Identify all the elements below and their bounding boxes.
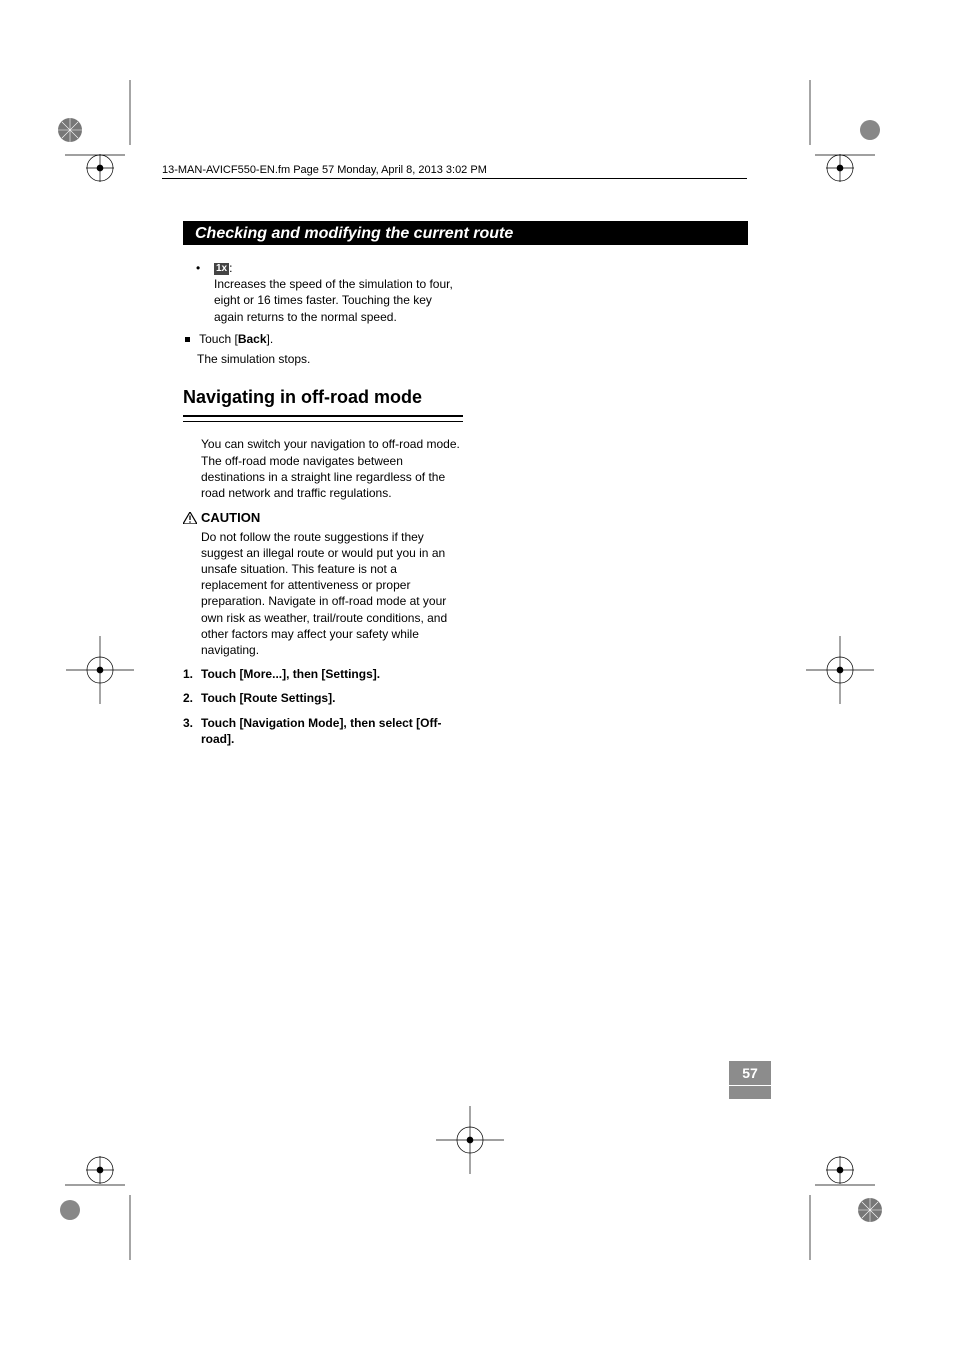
colon: : [229, 261, 232, 275]
caution-label: CAUTION [201, 509, 260, 527]
back-bold: Back [238, 332, 267, 346]
step-1: 1. Touch [More...], then [Settings]. [183, 666, 463, 682]
section-intro: You can switch your navigation to off-ro… [201, 436, 463, 501]
step-text-1: Touch [More...], then [Settings]. [201, 666, 380, 682]
content-column: • 1x: Increases the speed of the simulat… [183, 260, 463, 747]
back-after: The simulation stops. [197, 351, 463, 367]
section-rule [183, 415, 463, 422]
page-number-tab [729, 1086, 771, 1099]
step-num-1: 1. [183, 666, 201, 682]
speed-bullet-item: • 1x: Increases the speed of the simulat… [183, 260, 463, 325]
back-suffix: ]. [267, 332, 274, 346]
warning-triangle-icon [183, 512, 197, 524]
crop-marks-layer [0, 0, 954, 1350]
step-text-2: Touch [Route Settings]. [201, 690, 335, 706]
section-heading: Navigating in off-road mode [183, 385, 463, 409]
step-2: 2. Touch [Route Settings]. [183, 690, 463, 706]
speed-bullet-text: Increases the speed of the simulation to… [214, 277, 453, 323]
square-bullet-icon [185, 337, 190, 342]
step-text-3: Touch [Navigation Mode], then select [Of… [201, 715, 463, 747]
page-number: 57 [729, 1061, 771, 1085]
back-prefix: Touch [ [199, 332, 238, 346]
step-num-3: 3. [183, 715, 201, 747]
caution-text: Do not follow the route suggestions if t… [201, 529, 463, 659]
chapter-title-bar: Checking and modifying the current route [183, 221, 748, 245]
back-bullet-item: Touch [Back]. The simulation stops. [183, 331, 463, 367]
caution-row: CAUTION [183, 509, 463, 527]
step-num-2: 2. [183, 690, 201, 706]
speed-1x-icon: 1x [214, 263, 229, 275]
framemaker-header: 13-MAN-AVICF550-EN.fm Page 57 Monday, Ap… [162, 164, 747, 179]
bullet-marker: • [183, 260, 214, 325]
step-3: 3. Touch [Navigation Mode], then select … [183, 715, 463, 747]
bullet-body: 1x: Increases the speed of the simulatio… [214, 260, 463, 325]
